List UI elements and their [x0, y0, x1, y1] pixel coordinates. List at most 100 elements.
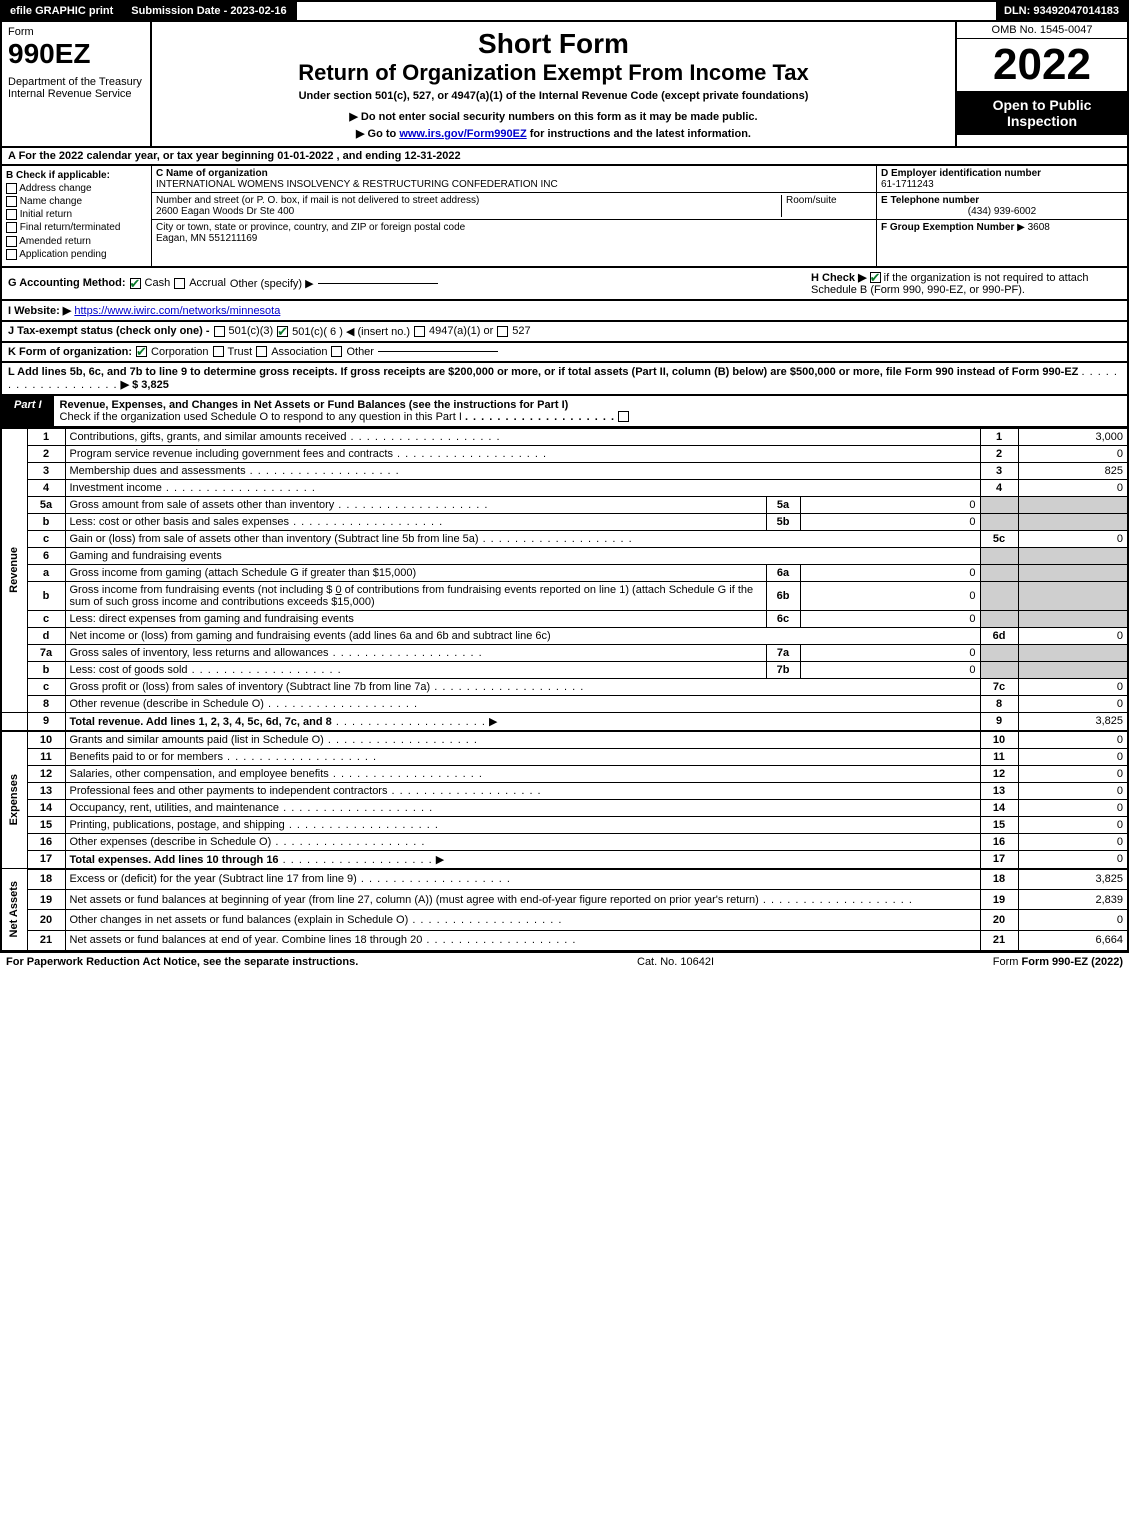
irs-label: Internal Revenue Service: [8, 88, 144, 100]
checkbox-name-change[interactable]: [6, 196, 17, 207]
checkbox-schedule-b-not-required[interactable]: [870, 272, 881, 283]
line5a-sub: 5a: [766, 496, 800, 513]
line-9: 9 Total revenue. Add lines 1, 2, 3, 4, 5…: [1, 712, 1128, 731]
line-13: 13 Professional fees and other payments …: [1, 782, 1128, 799]
return-title: Return of Organization Exempt From Incom…: [158, 60, 949, 86]
side-label-revenue: Revenue: [6, 537, 22, 603]
goto-link[interactable]: www.irs.gov/Form990EZ: [399, 128, 526, 140]
footer-right-text: Form 990-EZ (2022): [1022, 956, 1123, 968]
line17-num: 17: [27, 850, 65, 869]
line12-col: 12: [980, 765, 1018, 782]
column-def: D Employer identification number 61-1711…: [877, 166, 1127, 266]
checkbox-4947a1[interactable]: [414, 326, 425, 337]
form-lines-table: Revenue 1 Contributions, gifts, grants, …: [0, 428, 1129, 952]
line6-num: 6: [27, 547, 65, 564]
checkbox-501c3[interactable]: [214, 326, 225, 337]
column-b: B Check if applicable: Address change Na…: [2, 166, 152, 266]
line21-val: 6,664: [1018, 930, 1128, 951]
opt-4947a1: 4947(a)(1) or: [429, 325, 493, 337]
line6d-col: 6d: [980, 627, 1018, 644]
line8-num: 8: [27, 695, 65, 712]
line7b-desc: Less: cost of goods sold: [70, 664, 188, 676]
header-center: Short Form Return of Organization Exempt…: [152, 22, 957, 146]
dots-4: [162, 482, 316, 494]
dots-1: [346, 431, 500, 443]
row-i: I Website: ▶ https://www.iwirc.com/netwo…: [0, 301, 1129, 322]
line5a-val-shaded: [1018, 496, 1128, 513]
line5b-num: b: [27, 513, 65, 530]
line-2: 2 Program service revenue including gove…: [1, 445, 1128, 462]
org-name: INTERNATIONAL WOMENS INSOLVENCY & RESTRU…: [156, 179, 558, 190]
line13-num: 13: [27, 782, 65, 799]
row-l-amount: ▶ $ 3,825: [121, 379, 169, 391]
org-name-label: C Name of organization: [156, 168, 268, 179]
line-6d: d Net income or (loss) from gaming and f…: [1, 627, 1128, 644]
checkbox-trust[interactable]: [213, 346, 224, 357]
line21-col: 21: [980, 930, 1018, 951]
line7b-num: b: [27, 661, 65, 678]
h-label: H Check ▶: [811, 272, 867, 284]
line12-desc: Salaries, other compensation, and employ…: [70, 768, 329, 780]
line5b-col-shaded: [980, 513, 1018, 530]
omb-number: OMB No. 1545-0047: [957, 22, 1127, 39]
line-16: 16 Other expenses (describe in Schedule …: [1, 833, 1128, 850]
line8-col: 8: [980, 695, 1018, 712]
dots-12: [329, 768, 483, 780]
form-label: Form: [8, 26, 144, 38]
line14-num: 14: [27, 799, 65, 816]
assoc-label: Association: [271, 346, 327, 358]
tax-exempt-label: J Tax-exempt status (check only one) -: [8, 325, 210, 337]
part1-label: Part I: [2, 396, 54, 426]
line-10: Expenses 10 Grants and similar amounts p…: [1, 731, 1128, 749]
line6b-num: b: [27, 581, 65, 610]
chk-initial-return-label: Initial return: [20, 209, 72, 220]
checkbox-corporation[interactable]: [136, 346, 147, 357]
line17-col: 17: [980, 850, 1018, 869]
checkbox-accrual[interactable]: [174, 278, 185, 289]
under-section-note: Under section 501(c), 527, or 4947(a)(1)…: [158, 90, 949, 102]
line1-val: 3,000: [1018, 428, 1128, 445]
line11-num: 11: [27, 748, 65, 765]
checkbox-schedule-o-used[interactable]: [618, 411, 629, 422]
checkbox-initial-return[interactable]: [6, 209, 17, 220]
line15-desc: Printing, publications, postage, and shi…: [70, 819, 285, 831]
checkbox-application-pending[interactable]: [6, 249, 17, 260]
line4-col: 4: [980, 479, 1018, 496]
line2-val: 0: [1018, 445, 1128, 462]
line5c-col: 5c: [980, 530, 1018, 547]
checkbox-cash[interactable]: [130, 278, 141, 289]
line6a-subval: 0: [800, 564, 980, 581]
line-6a: a Gross income from gaming (attach Sched…: [1, 564, 1128, 581]
line5b-desc: Less: cost or other basis and sales expe…: [70, 516, 290, 528]
dots-11: [223, 751, 377, 763]
line4-val: 0: [1018, 479, 1128, 496]
dots-9: [332, 716, 486, 728]
checkbox-final-return[interactable]: [6, 222, 17, 233]
dots-10: [324, 734, 478, 746]
dots-21: [422, 934, 576, 946]
line9-col: 9: [980, 712, 1018, 731]
line13-col: 13: [980, 782, 1018, 799]
line20-num: 20: [27, 910, 65, 930]
opt-527: 527: [512, 325, 530, 337]
checkbox-527[interactable]: [497, 326, 508, 337]
other-org-label: Other: [346, 346, 374, 358]
line6c-col-shaded: [980, 610, 1018, 627]
line6-col-shaded: [980, 547, 1018, 564]
line6c-val-shaded: [1018, 610, 1128, 627]
checkbox-address-change[interactable]: [6, 183, 17, 194]
line6b-val-shaded: [1018, 581, 1128, 610]
checkbox-501c[interactable]: [277, 326, 288, 337]
line-5b: b Less: cost or other basis and sales ex…: [1, 513, 1128, 530]
line20-desc: Other changes in net assets or fund bala…: [70, 914, 409, 926]
top-bar: efile GRAPHIC print Submission Date - 20…: [0, 0, 1129, 22]
checkbox-amended-return[interactable]: [6, 236, 17, 247]
checkbox-association[interactable]: [256, 346, 267, 357]
line6a-desc: Gross income from gaming (attach Schedul…: [70, 567, 417, 579]
part1-check-note: Check if the organization used Schedule …: [60, 411, 462, 423]
room-suite-label: Room/suite: [782, 195, 872, 217]
no-ssn-note: ▶ Do not enter social security numbers o…: [158, 110, 949, 123]
efile-label[interactable]: efile GRAPHIC print: [2, 2, 123, 20]
checkbox-other-org[interactable]: [331, 346, 342, 357]
website-link[interactable]: https://www.iwirc.com/networks/minnesota: [74, 305, 280, 317]
